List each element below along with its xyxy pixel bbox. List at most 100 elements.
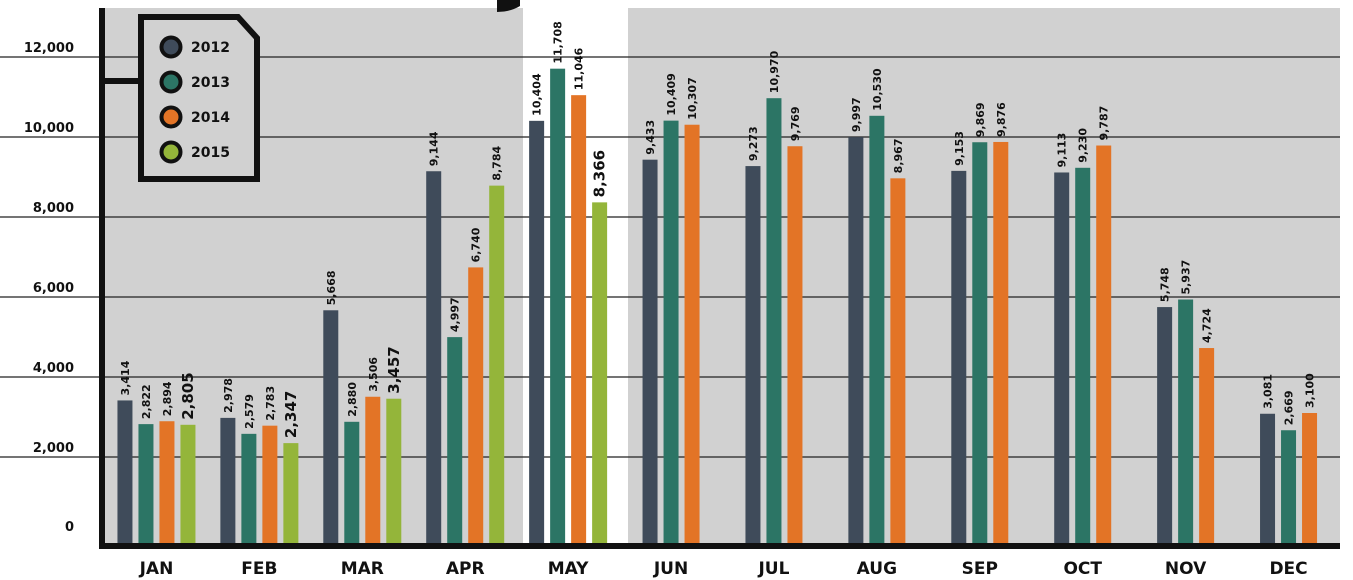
data-label: 9,273 <box>747 126 760 161</box>
y-tick-label: 0 <box>65 520 74 535</box>
data-label: 9,153 <box>953 131 966 166</box>
data-label: 2,978 <box>222 378 235 413</box>
data-label: 2,669 <box>1283 390 1296 425</box>
data-label: 8,967 <box>892 139 905 174</box>
bar-2012-jul <box>745 166 761 543</box>
y-axis-line <box>99 8 105 549</box>
bar-2014-oct <box>1096 145 1112 543</box>
bar-2013-jul <box>766 98 782 543</box>
x-tick-label: OCT <box>1063 559 1102 579</box>
data-label: 8,366 <box>591 150 609 197</box>
bar-2012-mar <box>323 310 339 543</box>
data-label: 2,579 <box>243 394 256 429</box>
data-label: 2,822 <box>140 384 153 419</box>
data-label: 3,457 <box>385 346 403 393</box>
y-tick-label: 6,000 <box>33 281 74 296</box>
legend-swatch-2013 <box>159 70 183 94</box>
x-tick-label: NOV <box>1165 559 1207 579</box>
bar-2012-jun <box>642 159 658 543</box>
data-label: 9,997 <box>850 97 863 132</box>
x-tick-label: MAY <box>548 559 589 579</box>
y-tick-label: 8,000 <box>33 201 74 216</box>
bar-2012-sep <box>951 170 967 543</box>
data-label: 2,805 <box>179 372 197 419</box>
bar-2014-feb <box>262 425 278 543</box>
x-tick-label: APR <box>446 559 485 579</box>
data-label: 11,046 <box>573 47 586 90</box>
legend-swatch-2015 <box>159 140 183 164</box>
data-label: 9,769 <box>789 106 802 141</box>
data-label: 8,784 <box>491 145 504 180</box>
bar-2014-aug <box>890 178 906 543</box>
data-label: 2,347 <box>282 391 300 438</box>
x-tick-label: JUL <box>757 559 789 579</box>
data-label: 5,668 <box>325 270 338 305</box>
bar-2015-mar <box>386 398 402 543</box>
bar-2013-oct <box>1075 167 1091 544</box>
data-label: 2,783 <box>264 386 277 421</box>
x-tick-label: DEC <box>1269 559 1307 579</box>
x-tick-label: FEB <box>241 559 277 579</box>
bar-2013-nov <box>1178 299 1194 543</box>
bar-2015-may <box>592 202 608 544</box>
x-tick-label: JUN <box>653 559 688 579</box>
bar-2012-oct <box>1054 172 1070 544</box>
data-label: 9,144 <box>428 131 441 166</box>
bar-2013-feb <box>241 433 257 543</box>
cropped-title-fragment <box>497 0 520 12</box>
bar-2014-jun <box>684 124 700 543</box>
bar-2014-dec <box>1302 413 1318 543</box>
data-label: 9,787 <box>1098 106 1111 141</box>
data-label: 4,997 <box>449 297 462 332</box>
bar-2013-may <box>550 68 566 544</box>
legend-label: 2012 <box>191 40 230 56</box>
data-label: 3,100 <box>1304 373 1317 408</box>
data-label: 9,113 <box>1056 133 1069 168</box>
bar-series <box>117 68 1318 544</box>
bar-2014-jan <box>159 421 175 543</box>
data-label: 9,876 <box>995 102 1008 137</box>
legend-label: 2014 <box>191 110 230 126</box>
data-labels: 3,414 2,822 2,894 2,805 2,978 2,579 2,783 2,347… <box>119 21 1317 438</box>
bar-2012-dec <box>1260 413 1276 543</box>
data-label: 9,869 <box>974 102 987 137</box>
bar-2015-apr <box>489 185 505 543</box>
bar-2013-aug <box>869 115 885 544</box>
x-axis-line <box>99 543 1340 549</box>
bar-2013-mar <box>344 421 360 543</box>
bar-2015-feb <box>283 443 299 543</box>
bar-2013-dec <box>1281 430 1297 543</box>
data-label: 6,740 <box>470 227 483 262</box>
bar-2014-jul <box>787 146 803 544</box>
y-tick-label: 10,000 <box>24 121 74 136</box>
data-label: 11,708 <box>552 21 565 63</box>
legend-swatch-2014 <box>159 105 183 129</box>
bar-2013-jun <box>663 120 679 543</box>
bar-2013-jan <box>138 424 154 543</box>
x-tick-label: JAN <box>139 559 174 579</box>
data-label: 10,530 <box>871 68 884 111</box>
data-label: 5,748 <box>1159 267 1172 302</box>
bar-2012-aug <box>848 137 864 543</box>
bar-2012-jan <box>117 400 133 543</box>
bar-2012-feb <box>220 417 236 543</box>
data-label: 10,307 <box>686 77 699 119</box>
bar-2012-nov <box>1157 307 1173 543</box>
legend-label: 2015 <box>191 145 230 161</box>
legend-label: 2013 <box>191 75 230 91</box>
bar-2014-mar <box>365 396 381 543</box>
bar-2014-nov <box>1199 348 1215 543</box>
x-tick-label: MAR <box>341 559 384 579</box>
legend-swatch-2012 <box>159 35 183 59</box>
data-label: 3,414 <box>119 360 132 395</box>
data-label: 5,937 <box>1180 260 1193 295</box>
bar-2014-apr <box>468 267 484 543</box>
data-label: 4,724 <box>1201 308 1214 343</box>
bar-2012-may <box>529 120 545 543</box>
x-axis-tick-labels: JAN FEB MAR APR MAY JUN JUL AUG SEP OCT NOV DEC <box>139 559 1308 579</box>
data-label: 9,433 <box>644 120 657 155</box>
y-tick-label: 2,000 <box>33 441 74 456</box>
x-tick-label: SEP <box>962 559 998 579</box>
bar-2013-apr <box>447 337 463 543</box>
